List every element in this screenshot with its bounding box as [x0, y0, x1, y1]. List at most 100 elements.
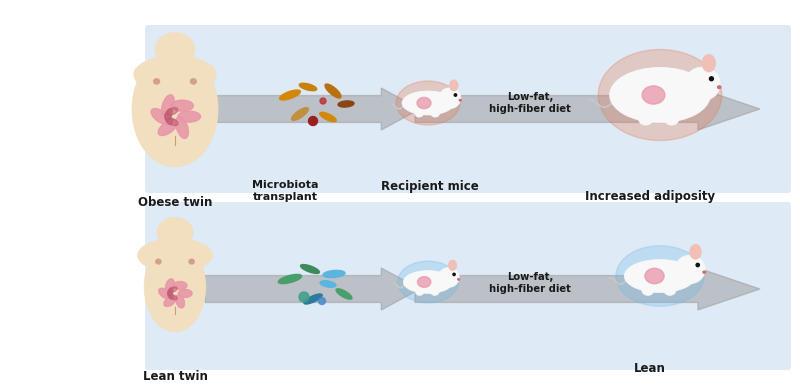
Ellipse shape [336, 289, 352, 299]
Ellipse shape [168, 291, 173, 299]
Ellipse shape [178, 111, 201, 122]
FancyBboxPatch shape [145, 25, 791, 193]
Ellipse shape [449, 260, 456, 270]
Ellipse shape [155, 32, 195, 66]
Ellipse shape [166, 118, 178, 126]
Ellipse shape [156, 259, 161, 264]
Ellipse shape [415, 110, 424, 117]
Ellipse shape [598, 50, 722, 140]
Ellipse shape [696, 264, 699, 267]
Ellipse shape [318, 298, 326, 305]
Ellipse shape [430, 110, 440, 117]
Ellipse shape [616, 246, 704, 306]
Ellipse shape [189, 259, 194, 264]
Ellipse shape [174, 282, 187, 289]
Ellipse shape [702, 55, 715, 72]
Ellipse shape [642, 86, 665, 104]
Ellipse shape [710, 77, 714, 81]
Ellipse shape [438, 267, 459, 287]
Ellipse shape [168, 288, 173, 296]
Ellipse shape [338, 101, 354, 107]
Text: Low-fat,
high-fiber diet: Low-fat, high-fiber diet [489, 92, 571, 114]
Text: Microbiota
transplant: Microbiota transplant [252, 180, 318, 202]
Ellipse shape [402, 91, 454, 115]
Ellipse shape [403, 271, 453, 293]
Ellipse shape [454, 94, 457, 96]
Ellipse shape [418, 277, 431, 287]
Polygon shape [205, 88, 420, 130]
Ellipse shape [417, 97, 431, 109]
Text: Low-fat,
high-fiber diet: Low-fat, high-fiber diet [489, 272, 571, 294]
Ellipse shape [144, 69, 170, 92]
FancyBboxPatch shape [145, 202, 791, 370]
Text: Lean: Lean [634, 362, 666, 375]
Ellipse shape [415, 289, 424, 296]
Ellipse shape [176, 117, 188, 138]
Ellipse shape [158, 120, 178, 136]
Ellipse shape [323, 271, 345, 278]
Ellipse shape [450, 80, 458, 91]
Ellipse shape [664, 285, 676, 296]
Ellipse shape [642, 285, 654, 296]
Ellipse shape [453, 273, 455, 276]
Ellipse shape [147, 251, 170, 272]
Ellipse shape [325, 84, 341, 98]
Ellipse shape [178, 289, 192, 298]
Ellipse shape [703, 271, 706, 273]
Ellipse shape [610, 67, 710, 123]
Ellipse shape [685, 67, 720, 101]
Text: Increased adiposity: Increased adiposity [585, 190, 715, 203]
Polygon shape [415, 88, 760, 130]
Ellipse shape [176, 295, 185, 308]
Ellipse shape [170, 100, 194, 111]
Ellipse shape [675, 255, 705, 284]
Ellipse shape [165, 109, 172, 120]
Ellipse shape [304, 294, 322, 304]
Text: Recipient mice: Recipient mice [381, 180, 479, 193]
Text: Obese twin: Obese twin [138, 196, 212, 209]
Ellipse shape [320, 98, 326, 104]
Ellipse shape [154, 79, 159, 84]
Polygon shape [415, 268, 760, 310]
Ellipse shape [151, 109, 170, 125]
Ellipse shape [158, 288, 170, 299]
Ellipse shape [162, 95, 174, 117]
Ellipse shape [279, 90, 301, 100]
Ellipse shape [398, 261, 458, 303]
Ellipse shape [190, 79, 196, 84]
Ellipse shape [299, 83, 317, 91]
Ellipse shape [169, 294, 178, 300]
Polygon shape [205, 268, 420, 310]
Ellipse shape [439, 88, 461, 109]
Ellipse shape [301, 265, 319, 273]
Ellipse shape [144, 242, 206, 332]
Ellipse shape [430, 289, 439, 296]
Ellipse shape [458, 278, 459, 280]
Text: Lean twin: Lean twin [142, 370, 207, 383]
Ellipse shape [181, 69, 206, 92]
Ellipse shape [132, 52, 218, 167]
Ellipse shape [180, 251, 203, 272]
Ellipse shape [396, 81, 460, 125]
Ellipse shape [134, 56, 216, 93]
Ellipse shape [320, 112, 336, 122]
Ellipse shape [320, 281, 336, 287]
Ellipse shape [166, 279, 174, 292]
Ellipse shape [278, 274, 302, 283]
Ellipse shape [459, 99, 462, 101]
Ellipse shape [138, 239, 212, 272]
Ellipse shape [164, 296, 176, 307]
Ellipse shape [309, 117, 318, 126]
Ellipse shape [169, 287, 177, 292]
Ellipse shape [690, 245, 701, 259]
Ellipse shape [165, 113, 172, 124]
Ellipse shape [638, 113, 653, 125]
Ellipse shape [645, 268, 664, 284]
Ellipse shape [665, 113, 679, 125]
Ellipse shape [291, 108, 309, 120]
Ellipse shape [157, 217, 193, 248]
Ellipse shape [166, 108, 178, 115]
Ellipse shape [718, 86, 721, 88]
Ellipse shape [299, 292, 309, 302]
Ellipse shape [624, 260, 696, 292]
